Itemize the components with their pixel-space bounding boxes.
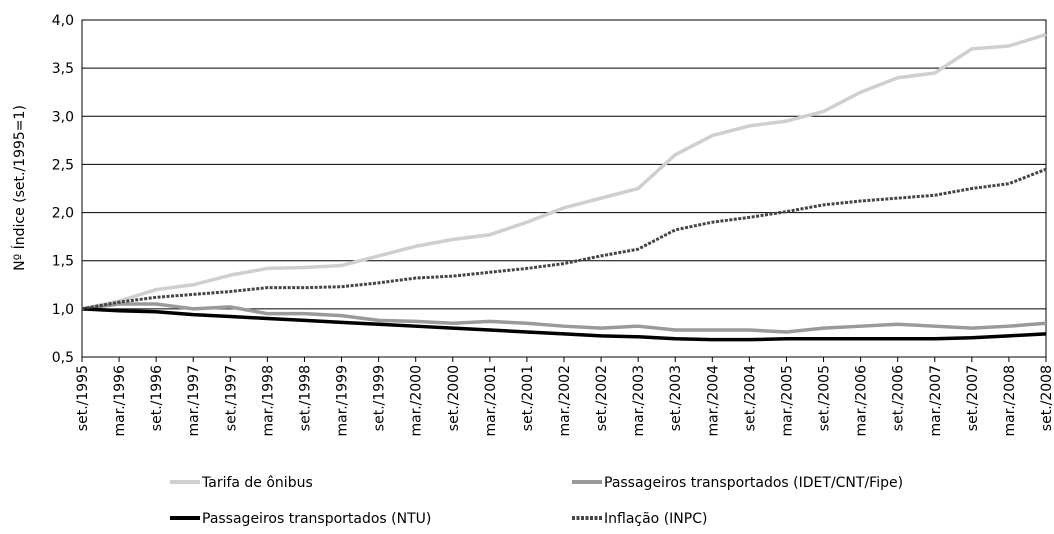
series-line xyxy=(81,32,1047,311)
x-tick-label: set./2004 xyxy=(742,365,758,431)
x-tick-label: set./2007 xyxy=(965,365,981,431)
y-tick-label: 0,5 xyxy=(52,350,74,366)
x-tick-label: mar./2001 xyxy=(483,365,499,436)
x-tick-label: set./2000 xyxy=(446,365,462,431)
x-tick-label: set./1998 xyxy=(297,365,313,431)
x-tick-label: set./2003 xyxy=(668,365,684,431)
x-tick-label: mar./2007 xyxy=(928,365,944,436)
x-tick-label: mar./2002 xyxy=(557,365,573,436)
y-axis-label: Nº Índice (set./1995=1) xyxy=(11,105,28,271)
y-tick-label: 4,0 xyxy=(52,13,74,29)
x-tick-label: set./1996 xyxy=(149,365,165,431)
y-tick-label: 1,5 xyxy=(52,254,74,270)
y-tick-label: 2,5 xyxy=(52,157,74,173)
legend-label: Inflação (INPC) xyxy=(604,511,707,527)
x-tick-label: set./1999 xyxy=(372,365,388,431)
x-tick-label: set./2006 xyxy=(891,365,907,431)
series-line xyxy=(81,167,1047,311)
x-tick-label: mar./2008 xyxy=(1002,365,1018,436)
x-tick-label: mar./2000 xyxy=(409,365,425,436)
x-tick-label: mar./2004 xyxy=(705,365,721,437)
series-line xyxy=(81,302,1047,334)
x-tick-label: mar./1997 xyxy=(186,365,202,436)
x-tick-label: set./2002 xyxy=(594,365,610,431)
x-tick-label: mar./1998 xyxy=(260,365,276,436)
y-tick-label: 1,0 xyxy=(52,302,74,318)
x-tick-label: mar./2006 xyxy=(854,365,870,437)
x-tick-label: set./1995 xyxy=(75,365,91,431)
x-tick-label: mar./2003 xyxy=(631,365,647,436)
y-tick-label: 3,5 xyxy=(52,61,74,77)
x-tick-label: set./1997 xyxy=(223,365,239,431)
x-tick-label: mar./2005 xyxy=(779,365,795,436)
y-tick-label: 3,0 xyxy=(52,109,74,125)
legend-label: Passageiros transportados (NTU) xyxy=(202,511,431,527)
x-tick-label: mar./1999 xyxy=(335,365,351,436)
series-line xyxy=(81,307,1047,342)
x-tick-label: set./2001 xyxy=(520,365,536,431)
x-tick-label: set./2005 xyxy=(817,365,833,431)
y-tick-label: 2,0 xyxy=(52,206,74,222)
legend-label: Tarifa de ônibus xyxy=(201,475,313,491)
x-tick-label: set./2008 xyxy=(1039,365,1054,431)
x-tick-label: mar./1996 xyxy=(112,365,128,437)
legend-label: Passageiros transportados (IDET/CNT/Fipe… xyxy=(604,475,903,491)
